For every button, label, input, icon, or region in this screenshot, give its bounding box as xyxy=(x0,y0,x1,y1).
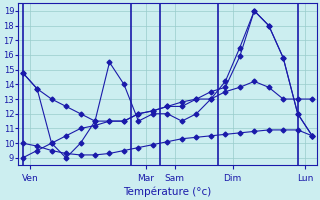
X-axis label: Température (°c): Température (°c) xyxy=(123,186,212,197)
